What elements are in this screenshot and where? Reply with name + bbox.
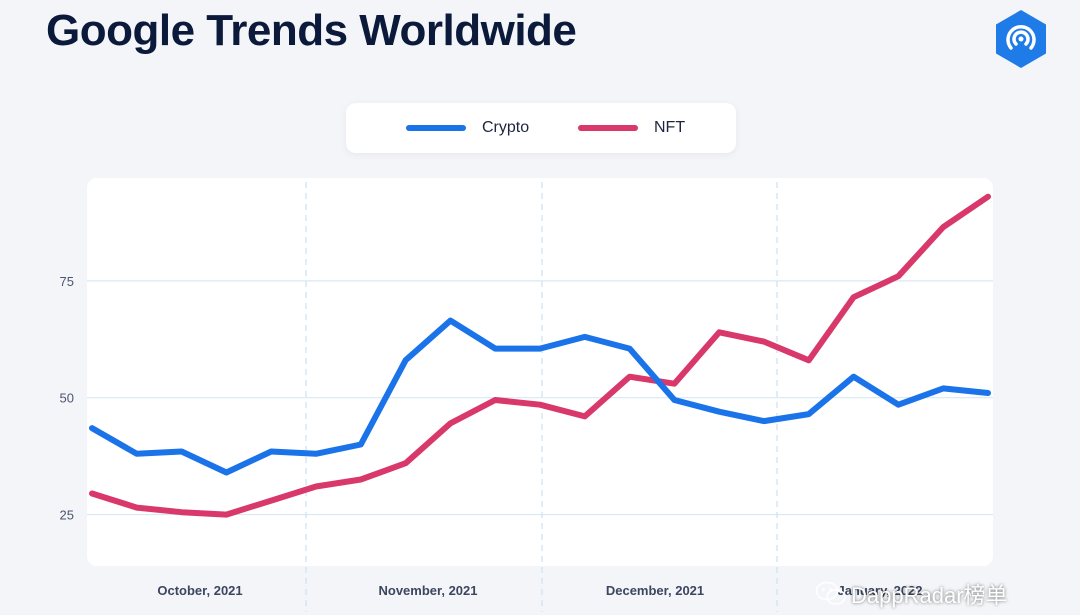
legend-swatch-crypto bbox=[406, 125, 466, 131]
legend-item-nft: NFT bbox=[578, 103, 685, 153]
x-tick-label: December, 2021 bbox=[606, 583, 704, 598]
wechat-watermark: DappRadar榜单 bbox=[815, 576, 1008, 612]
page-title: Google Trends Worldwide bbox=[46, 6, 577, 55]
x-tick-label: October, 2021 bbox=[157, 583, 242, 598]
x-tick-label: November, 2021 bbox=[378, 583, 477, 598]
watermark-text: DappRadar榜单 bbox=[851, 583, 1008, 608]
legend-label-crypto: Crypto bbox=[482, 119, 530, 136]
series-line-crypto bbox=[89, 317, 991, 476]
y-tick-label: 25 bbox=[60, 508, 74, 523]
legend-item-crypto: Crypto bbox=[406, 103, 529, 153]
wechat-icon bbox=[815, 581, 846, 605]
y-tick-label: 50 bbox=[60, 391, 74, 406]
x-tick-label: January, 2022 bbox=[837, 583, 922, 598]
chart-plot-area bbox=[87, 178, 993, 566]
dappradar-logo-icon bbox=[996, 10, 1046, 68]
legend-label-nft: NFT bbox=[654, 119, 686, 136]
chart-legend: Crypto NFT bbox=[346, 103, 736, 153]
series-line-nft bbox=[89, 193, 991, 518]
y-tick-label: 75 bbox=[60, 274, 74, 289]
legend-swatch-nft bbox=[578, 125, 638, 131]
